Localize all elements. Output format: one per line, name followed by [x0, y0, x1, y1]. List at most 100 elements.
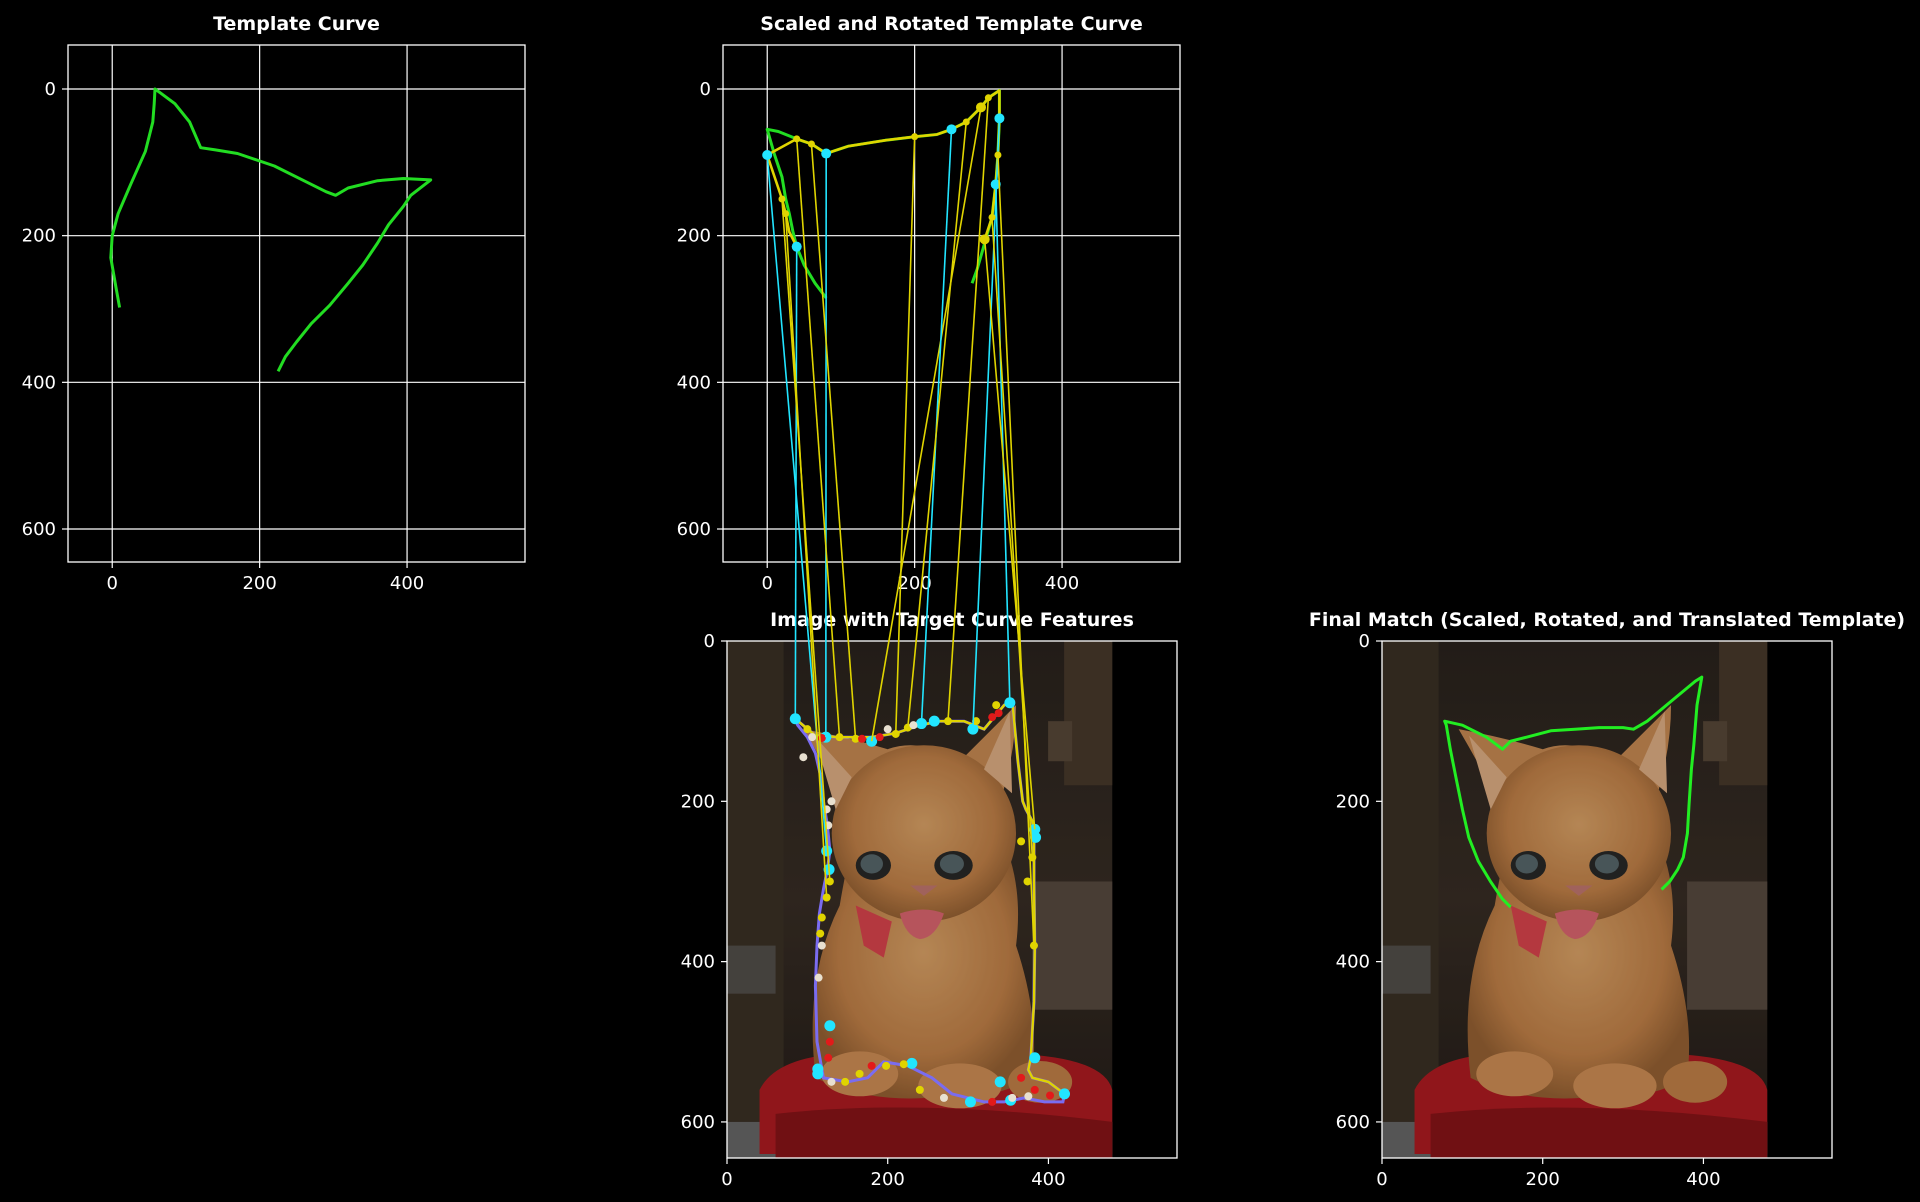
- template-match-point: [791, 241, 802, 252]
- kitten-image: [1382, 641, 1768, 1158]
- feature-point-red: [824, 1053, 833, 1062]
- template-match-point: [946, 124, 957, 135]
- chart-panel-4: Final Match (Scaled, Rotated, and Transl…: [1309, 609, 1905, 1190]
- feature-point-cyan: [812, 1063, 824, 1075]
- y-tick-label: 600: [681, 1112, 715, 1133]
- y-tick-label: 200: [677, 226, 711, 247]
- feature-point-yellow: [816, 929, 825, 938]
- feature-point-red: [858, 734, 866, 743]
- feature-point-yellow: [899, 1060, 908, 1069]
- y-tick-label: 200: [1336, 791, 1370, 812]
- y-tick-label: 400: [677, 372, 711, 393]
- axes-frame: [722, 44, 1181, 563]
- feature-point-yellow: [1017, 837, 1026, 846]
- correspondence-line: [991, 217, 1034, 858]
- template-match-point: [762, 150, 773, 160]
- correspondence-line: [972, 118, 1001, 730]
- correspondence-line: [810, 143, 857, 739]
- template-match-point: [994, 113, 1005, 124]
- correspondence-line: [870, 107, 982, 742]
- template-match-point: [994, 151, 1002, 159]
- correspondence-line: [795, 138, 841, 738]
- x-tick-label: 200: [1526, 1169, 1560, 1190]
- feature-point-red: [1046, 1091, 1055, 1100]
- feature-point-white: [1008, 1093, 1017, 1102]
- y-tick-label: 0: [700, 79, 711, 100]
- feature-point-white: [808, 733, 817, 742]
- feature-point-white: [814, 973, 823, 982]
- template-match-point: [821, 148, 832, 159]
- template-match-point: [979, 234, 990, 245]
- axes-frame: [67, 44, 526, 563]
- x-tick-label: 0: [1376, 1169, 1387, 1190]
- template-match-point: [975, 102, 986, 113]
- y-tick-label: 200: [681, 791, 715, 812]
- feature-point-white: [939, 1093, 948, 1102]
- y-tick-label: 400: [1336, 952, 1370, 973]
- template-curve-line: [109, 87, 433, 372]
- y-tick-label: 0: [704, 631, 715, 652]
- feature-point-white: [883, 725, 892, 734]
- feature-point-white: [799, 753, 808, 762]
- x-tick-label: 0: [106, 573, 117, 594]
- feature-point-yellow: [855, 1069, 864, 1078]
- feature-point-red: [875, 733, 884, 742]
- feature-point-yellow: [841, 1077, 850, 1086]
- correspondence-line: [997, 154, 1035, 946]
- feature-point-yellow: [817, 913, 826, 922]
- feature-point-cyan: [964, 1096, 976, 1108]
- correspondence-line: [983, 239, 1036, 830]
- x-tick-label: 400: [390, 573, 424, 594]
- feature-point-cyan: [1030, 831, 1042, 843]
- y-tick-label: 600: [677, 519, 711, 540]
- plot-area: [1382, 641, 1768, 1158]
- template-match-point: [807, 140, 815, 148]
- y-tick-label: 0: [45, 79, 56, 100]
- chart-panel-3: Image with Target Curve Features 0 200 400 0…: [681, 609, 1178, 1190]
- plot-area: [68, 45, 525, 562]
- x-tick-label: 0: [761, 573, 772, 594]
- y-tick-label: 600: [22, 519, 56, 540]
- feature-point-white: [817, 941, 826, 950]
- correspondence-lines: [762, 94, 1036, 946]
- y-tick-label: 400: [22, 372, 56, 393]
- feature-point-white: [909, 721, 918, 730]
- feature-point-yellow: [992, 701, 1001, 710]
- template-match-point: [793, 135, 801, 143]
- feature-point-white: [827, 1077, 836, 1086]
- x-tick-label: 200: [242, 573, 276, 594]
- correspondence-line: [947, 97, 990, 722]
- feature-point-red: [988, 1097, 997, 1106]
- correspondence-line: [794, 246, 798, 719]
- x-tick-label: 400: [1686, 1169, 1720, 1190]
- feature-point-yellow: [1023, 877, 1032, 886]
- correspondence-line: [894, 136, 916, 735]
- correspondence-line: [784, 213, 828, 898]
- template-match-point: [984, 94, 992, 102]
- feature-point-red: [1017, 1073, 1026, 1082]
- chart-title: Image with Target Curve Features: [770, 609, 1134, 631]
- x-tick-label: 0: [721, 1169, 732, 1190]
- y-tick-label: 400: [681, 952, 715, 973]
- template-match-point: [990, 179, 1001, 190]
- feature-point-cyan: [906, 1057, 918, 1069]
- feature-point-cyan: [1059, 1088, 1070, 1100]
- x-tick-label: 200: [897, 573, 931, 594]
- feature-point-yellow: [915, 1085, 924, 1094]
- feature-point-cyan: [928, 715, 940, 727]
- feature-point-yellow: [803, 725, 812, 734]
- chart-panel-1: Template Curve 0 200 400 0 200 400 600: [22, 13, 526, 594]
- x-tick-label: 400: [1031, 1169, 1065, 1190]
- feature-point-red: [825, 1037, 834, 1046]
- feature-point-white: [827, 797, 836, 806]
- template-match-point: [911, 133, 919, 141]
- x-tick-label: 200: [871, 1169, 905, 1190]
- feature-point-red: [988, 713, 997, 722]
- template-match-point: [782, 210, 790, 218]
- feature-point-cyan: [824, 1020, 836, 1032]
- chart-title: Template Curve: [213, 13, 380, 35]
- template-match-point: [778, 195, 786, 203]
- feature-point-red: [1030, 1085, 1039, 1094]
- plot-area: [727, 641, 1113, 1158]
